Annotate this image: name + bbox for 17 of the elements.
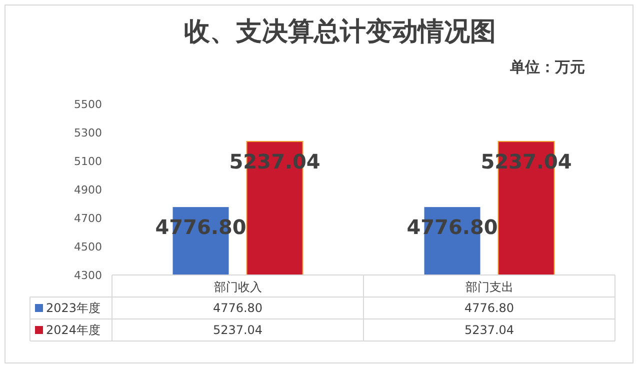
chart-title: 收、支决算总计变动情况图	[184, 17, 496, 47]
y-tick-label: 4300	[74, 269, 102, 282]
x-tick-label: 部门支出	[465, 280, 514, 294]
legend-label: 2023年度	[46, 301, 101, 315]
chart-subtitle: 单位：万元	[509, 58, 585, 76]
legend-label: 2024年度	[46, 323, 101, 337]
y-tick-label: 4900	[74, 184, 102, 196]
data-label: 5237.04	[212, 323, 263, 337]
y-tick-label: 5500	[74, 98, 102, 111]
y-tick-label: 4700	[74, 212, 102, 225]
y-tick-label: 5300	[74, 126, 102, 140]
data-label: 4776.80	[464, 301, 514, 315]
data-label: 5237.04	[464, 323, 514, 337]
y-tick-label: 4500	[74, 240, 102, 254]
y-tick-label: 5100	[74, 155, 102, 168]
data-label: 4776.80	[212, 301, 263, 315]
x-tick-label: 部门收入	[214, 280, 262, 294]
